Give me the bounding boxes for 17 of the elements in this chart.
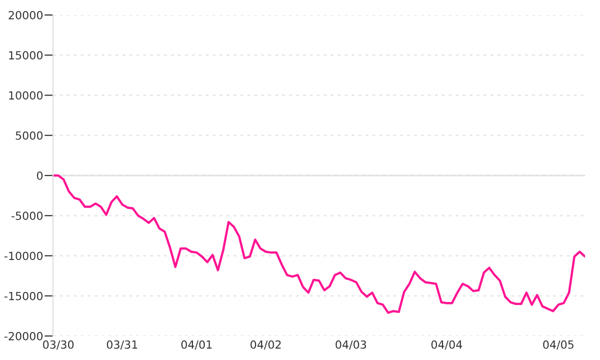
- y-tick-label: 20000: [8, 10, 43, 20]
- y-tick-label: 15000: [9, 51, 43, 60]
- y-tick-label: 5000: [16, 131, 43, 140]
- x-tick-label: 04/05: [543, 340, 574, 350]
- y-tick-label: -15000: [4, 292, 43, 300]
- y-tick-label: -5000: [12, 212, 43, 220]
- y-tick-label: 0: [36, 171, 43, 180]
- x-tick-label: 04/01: [181, 340, 212, 350]
- line-series: [53, 174, 585, 314]
- x-tick-label: 03/30: [43, 340, 74, 350]
- x-tick-label: 03/31: [106, 340, 138, 350]
- x-tick-label: 04/02: [250, 340, 281, 350]
- x-tick-label: 04/03: [336, 340, 366, 350]
- y-tick-label: 10000: [9, 91, 43, 100]
- y-tick-label: -10000: [4, 252, 43, 260]
- x-tick-label: 04/04: [431, 340, 462, 350]
- y-tick-label: -20000: [4, 332, 43, 340]
